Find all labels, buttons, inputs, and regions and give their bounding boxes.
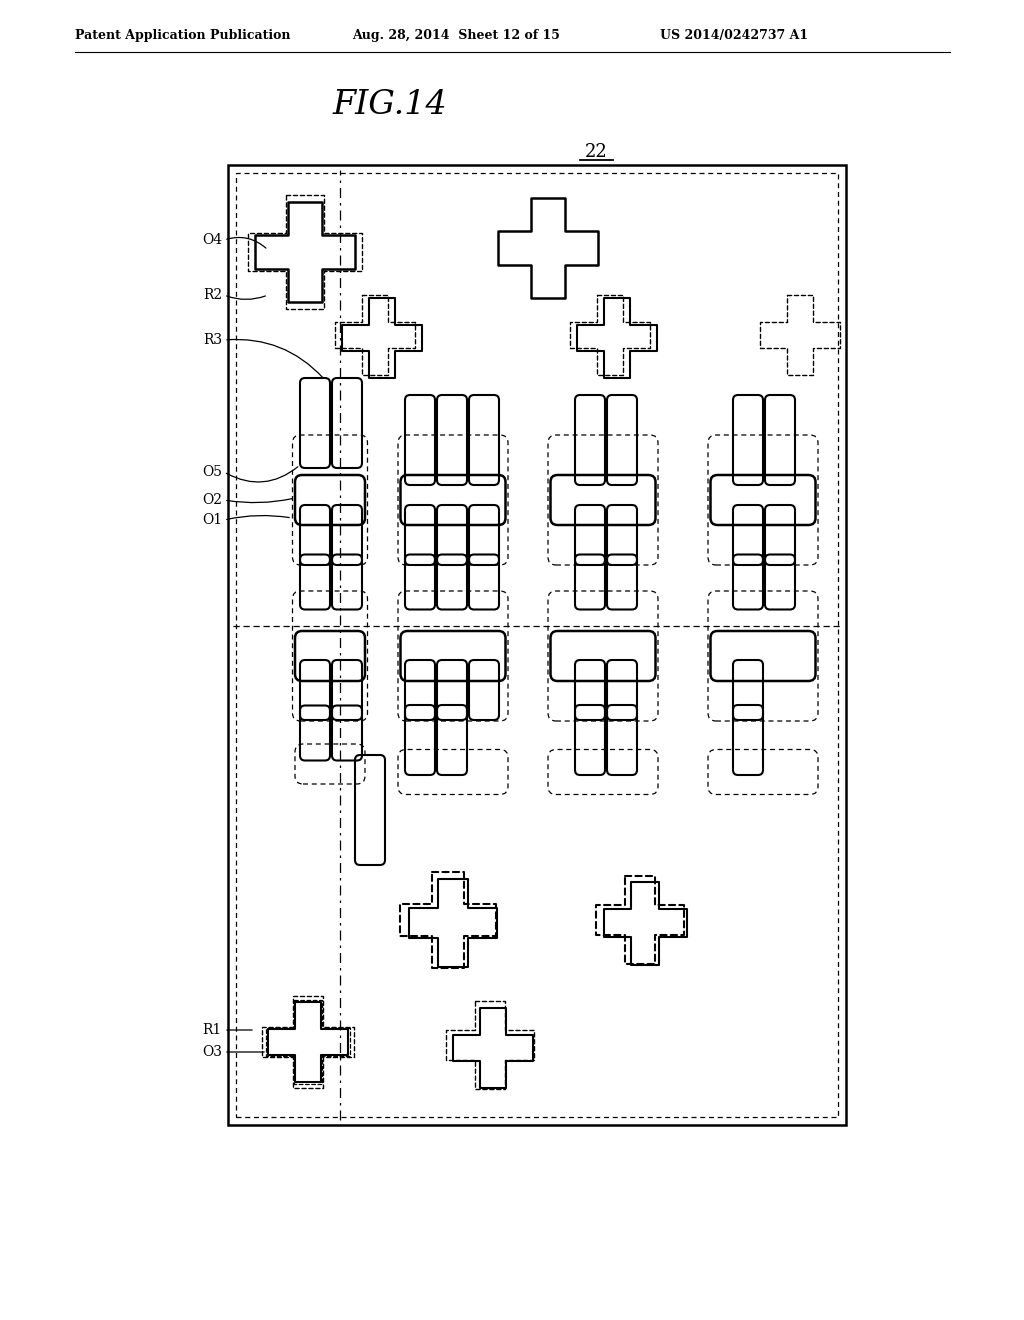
Text: O4: O4 (202, 234, 222, 247)
Text: US 2014/0242737 A1: US 2014/0242737 A1 (660, 29, 808, 41)
Text: Patent Application Publication: Patent Application Publication (75, 29, 291, 41)
Text: Aug. 28, 2014  Sheet 12 of 15: Aug. 28, 2014 Sheet 12 of 15 (352, 29, 560, 41)
Text: R2: R2 (203, 288, 222, 302)
Text: R1: R1 (203, 1023, 222, 1038)
Text: FIG.14: FIG.14 (333, 88, 447, 121)
Bar (236, 173, 838, 1117)
Text: O3: O3 (202, 1045, 222, 1059)
Text: 22: 22 (585, 143, 607, 161)
Bar (228, 165, 846, 1125)
Text: O1: O1 (202, 513, 222, 527)
Text: O2: O2 (202, 492, 222, 507)
Text: O5: O5 (202, 465, 222, 479)
Text: R3: R3 (203, 333, 222, 347)
